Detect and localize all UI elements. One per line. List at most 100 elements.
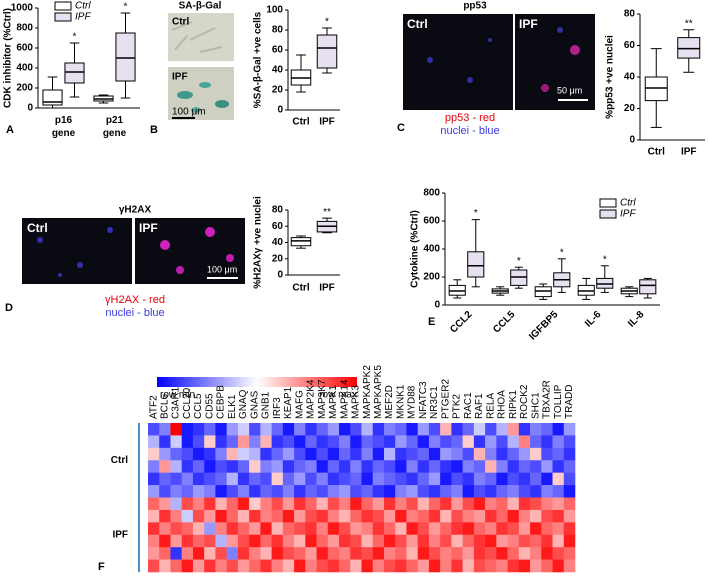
heatmap-cell [451,497,463,511]
heatmap-cell [170,485,183,498]
image-label: Ctrl [27,221,48,235]
y-tick-label: 80 [272,205,284,216]
column-label: C3AR1 [171,386,182,419]
heatmap-cell [249,497,261,511]
heatmap-cell [294,435,306,449]
heatmap-cell [159,472,171,486]
heatmap-cell [260,423,272,436]
heatmap-cell [294,497,306,511]
heatmap-cell [305,497,317,511]
colorbar-max-label: row max [319,390,357,401]
heatmap-cell [485,547,497,560]
heatmap-cell [226,447,239,461]
heatmap-cell [260,485,272,498]
column-label: MAPK14 [339,379,350,419]
heatmap-cell [339,423,351,436]
heatmap-cell [249,447,261,461]
heatmap-cell [518,509,531,523]
heatmap-cell [339,460,351,473]
y-tick-label: 40 [272,65,284,76]
heatmap-cell [260,460,272,473]
heatmap-cell [316,435,329,449]
heatmap-cell [237,460,250,473]
heatmap-cell [226,522,239,536]
column-label: PTK2 [452,394,463,419]
column-label: PTGER2 [440,379,451,419]
y-tick-label: 20 [272,85,284,96]
heatmap-cell [383,534,396,548]
box [467,251,485,278]
y-tick-label: 600 [16,43,33,54]
heatmap-cell [473,522,486,536]
heatmap-cell [159,534,171,548]
heatmap-cell [260,522,272,536]
heatmap-cell [417,559,430,573]
heatmap-cell [350,559,362,573]
heatmap-cell [406,547,418,560]
x-tick-label: CCL2 [448,309,475,336]
heatmap-cell [440,485,452,498]
heatmap-cell [530,472,542,486]
heatmap-cell [226,485,239,498]
heatmap-cell [215,435,227,449]
significance: * [517,256,521,267]
heatmap-cell [249,472,261,486]
heatmap-cell [249,423,261,436]
heatmap-cell [395,497,407,511]
heatmap-cell [271,460,284,473]
column-label: IRF3 [272,397,283,419]
heatmap-cell [159,547,171,560]
heatmap-cell [496,559,508,573]
heatmap-cell [395,509,407,523]
heatmap-cell [563,435,576,449]
panel-label: B [150,124,158,136]
heatmap-cell [215,485,227,498]
heatmap-cell [383,509,396,523]
heatmap-cell [316,547,329,560]
heatmap-cell [518,472,531,486]
heatmap-cell [406,522,418,536]
y-axis-label: CDK inhibitor (%Ctrl) [3,8,14,108]
heatmap-cell [428,547,441,560]
box [316,34,338,69]
heatmap-cell [204,509,216,523]
column-label: ELK1 [227,394,238,419]
heatmap-cell [440,435,452,449]
heatmap-cell [260,534,272,548]
heatmap-cell [226,547,239,560]
stain-legend: nuclei - blue [105,307,164,319]
heatmap-cell [350,423,362,436]
column-label: MAPK3 [351,385,362,419]
y-tick-label: 0 [434,300,440,311]
heatmap-cell [451,485,463,498]
y-tick-label: 1000 [11,3,34,14]
heatmap-cell [372,547,385,560]
heatmap-cell [159,522,171,536]
heatmap-cell [215,559,227,573]
heatmap-cell [159,460,171,473]
heatmap-cell [350,472,362,486]
x-tick-label: IL-6 [583,309,604,330]
heatmap-cell [271,472,284,486]
heatmap-cell [305,460,317,473]
heatmap-cell [327,485,340,498]
column-label: GNB1 [261,391,272,419]
heatmap-cell [473,435,486,449]
heatmap-cell [428,460,441,473]
x-tick-label: p16 gene [52,115,76,139]
heatmap-cell [148,547,160,560]
heatmap-cell [552,522,565,536]
heatmap-cell [496,534,508,548]
heatmap-cell [473,460,486,473]
panel-label: C [397,122,405,134]
heatmap-cell [181,547,194,560]
x-tick-label: Ctrl [292,283,309,294]
heatmap-cell [327,472,340,486]
x-tick-label: Ctrl [292,117,309,128]
heatmap-cell [204,447,216,461]
heatmap-cell [361,547,374,560]
heatmap-cell [372,497,385,511]
heatmap-cell [417,547,430,560]
column-label: MAP2K4 [306,379,317,419]
heatmap-cell [192,460,205,473]
